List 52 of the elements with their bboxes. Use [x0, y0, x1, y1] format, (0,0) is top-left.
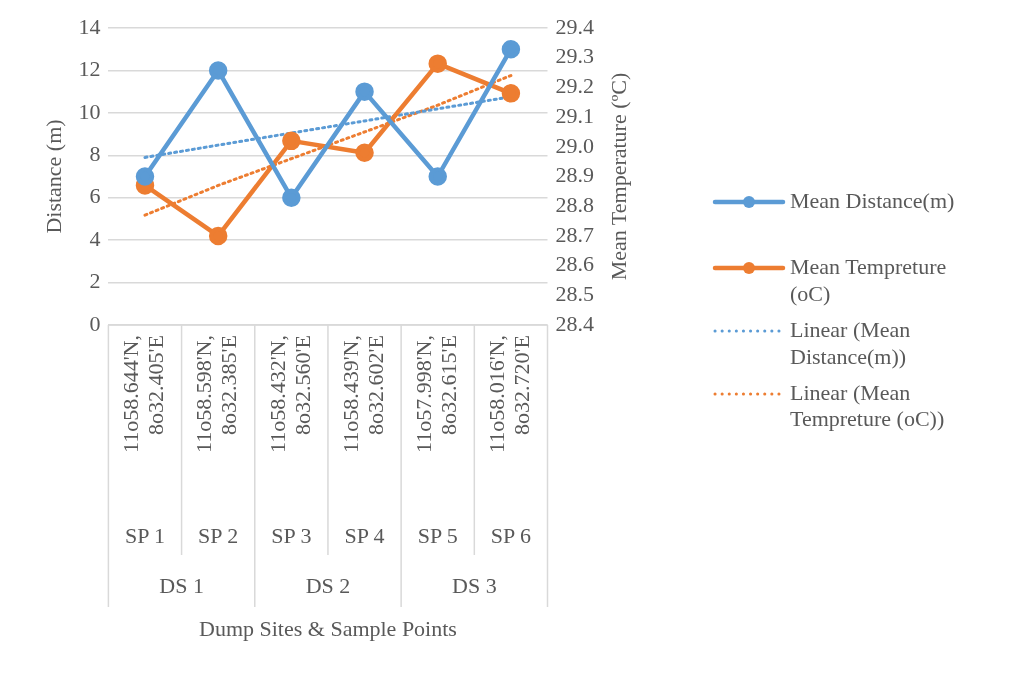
y2-tick-label: 29.1: [555, 102, 594, 128]
y2-tick-label: 29.3: [555, 43, 594, 69]
point: [208, 61, 228, 80]
x-tick-label: 11o58.432'N, 8o32.560'E: [264, 335, 315, 454]
y-tick-label: 6: [89, 183, 101, 209]
point: [428, 54, 447, 73]
y2-tick-label: 29.2: [555, 73, 594, 99]
x-tick-label: 11o58.439'N, 8o32.602'E: [337, 335, 388, 454]
y-tick-label: 10: [78, 98, 101, 124]
point: [355, 143, 374, 162]
point: [428, 167, 447, 186]
text: SP 6: [490, 522, 531, 548]
legend-label: Linear (Mean Tempreture (oC)): [790, 379, 946, 433]
point: [282, 131, 301, 151]
y-tick-label: 0: [89, 310, 101, 336]
point: [501, 84, 521, 103]
x-tick-label: 11o57.998'N, 8o32.615'E: [411, 335, 462, 454]
point: [355, 82, 374, 101]
y2-tick-label: 28.6: [555, 251, 594, 277]
y2-tick-label: 28.7: [555, 221, 594, 247]
text: SP 5: [417, 522, 458, 548]
text: SP 4: [344, 522, 385, 548]
y-axis-title: Distance (m): [40, 119, 66, 234]
x-tick-label: 11o58.016'N, 8o32.720'E: [484, 335, 535, 454]
y-tick-label: 14: [78, 13, 101, 39]
text: DS 3: [452, 572, 497, 598]
text: DS 2: [305, 572, 351, 598]
x-tick-label: 11o58.598'N, 8o32.385'E: [191, 335, 242, 454]
text: SP 1: [124, 522, 166, 548]
text: Dump Sites & Sample Points: [198, 615, 457, 641]
legend-label: Mean Tempreture (oC): [790, 254, 948, 308]
text: DS 1: [159, 572, 204, 598]
point: [208, 226, 228, 246]
y-tick-label: 12: [78, 56, 101, 82]
y2-tick-label: 28.8: [555, 191, 594, 217]
y-tick-label: 4: [89, 225, 101, 251]
text: SP 3: [271, 522, 312, 548]
y2-tick-label: 28.5: [555, 281, 594, 307]
text: SP 2: [198, 522, 239, 548]
y-tick-label: 8: [89, 141, 101, 167]
point: [135, 167, 155, 186]
y2-tick-label: 28.9: [555, 162, 594, 188]
point: [282, 188, 301, 207]
y2-tick-label: 29.4: [555, 13, 594, 39]
legend-label: Mean Distance(m): [790, 188, 955, 215]
point: [501, 39, 521, 59]
y2-tick-label: 28.4: [555, 310, 594, 336]
y-tick-label: 2: [89, 268, 101, 294]
legend-label: Linear (Mean Distance(m)): [790, 317, 912, 370]
x-tick-label: 11o58.644'N, 8o32.405'E: [118, 335, 169, 454]
y2-tick-label: 29.0: [555, 132, 594, 158]
y2-axis-title: Mean Temperature (ºC): [605, 72, 631, 281]
